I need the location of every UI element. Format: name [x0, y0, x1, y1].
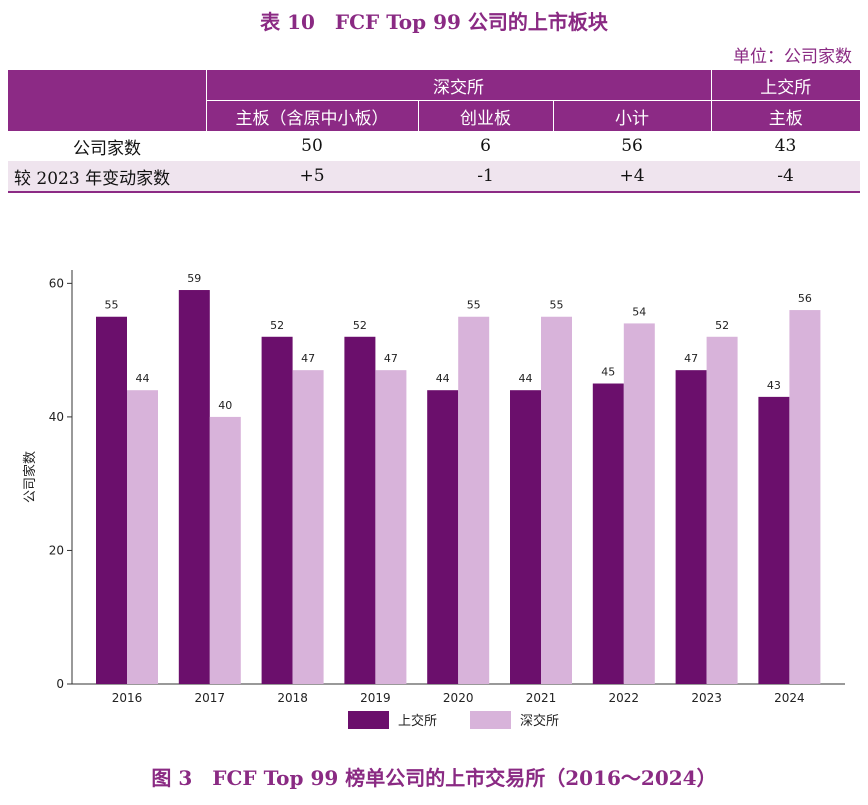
legend-label: 深交所: [520, 713, 559, 729]
header-main-board-szse: 主板（含原中小板）: [205, 100, 418, 131]
table-cell: +4: [553, 161, 712, 193]
bar: [427, 390, 459, 684]
bar-data-label: 52: [270, 319, 284, 332]
row-label: 公司家数: [8, 131, 206, 161]
bar: [96, 316, 127, 684]
y-tick-label: 0: [56, 677, 64, 691]
bar-data-label: 40: [218, 399, 232, 412]
y-tick-label: 40: [49, 410, 64, 424]
bar: [592, 383, 624, 684]
x-tick-label: 2017: [195, 691, 226, 705]
header-subtotal: 小计: [552, 100, 712, 131]
y-tick-label: 20: [49, 543, 64, 557]
x-tick-label: 2020: [443, 691, 474, 705]
table-header-sub-row: 主板（含原中小板） 创业板 小计 主板: [8, 100, 861, 131]
table-cell: +5: [206, 161, 418, 193]
x-tick-label: 2022: [609, 691, 640, 705]
bar-data-label: 55: [550, 299, 564, 312]
y-tick-label: 60: [49, 276, 64, 290]
bar-data-label: 47: [301, 352, 315, 365]
listing-board-table: 深交所 上交所 主板（含原中小板） 创业板 小计 主板 公司家数 50 6 56…: [8, 70, 861, 193]
bar: [375, 370, 407, 684]
bar: [127, 390, 158, 684]
bar: [209, 416, 241, 684]
header-szse: 深交所: [205, 70, 712, 101]
x-tick-label: 2018: [277, 691, 308, 705]
bar: [261, 336, 293, 684]
bar-data-label: 54: [632, 305, 646, 318]
table-cell: 50: [206, 131, 418, 161]
x-tick-label: 2021: [526, 691, 557, 705]
bar-data-label: 47: [384, 352, 398, 365]
bar: [510, 390, 541, 684]
bar-chart: 0 20 40 60 公司家数 55 44 2016 59 40 2017 52 47 2018 52 47 2…: [22, 270, 845, 729]
table-row: 公司家数 50 6 56 43: [8, 131, 861, 161]
bar: [541, 316, 572, 684]
legend-swatch: [470, 711, 511, 729]
bar-data-label: 47: [684, 352, 698, 365]
row-label: 较 2023 年变动家数: [8, 161, 206, 193]
bar-data-label: 56: [798, 292, 812, 305]
table-cell: -4: [711, 161, 861, 193]
header-chinext: 创业板: [417, 100, 553, 131]
bar-data-label: 44: [519, 372, 533, 385]
x-tick-label: 2023: [691, 691, 722, 705]
bar: [458, 316, 490, 684]
y-axis-label: 公司家数: [22, 451, 38, 503]
bar-data-label: 52: [715, 319, 729, 332]
bar: [623, 323, 655, 684]
header-sse: 上交所: [710, 70, 861, 101]
table-unit: 单位：公司家数: [733, 47, 852, 67]
table-row: 较 2023 年变动家数 +5 -1 +4 -4: [8, 161, 861, 193]
x-tick-label: 2016: [112, 691, 143, 705]
x-tick-label: 2024: [774, 691, 805, 705]
table-cell: 43: [711, 131, 861, 161]
table-cell: 56: [553, 131, 712, 161]
table-cell: 6: [418, 131, 553, 161]
bar-data-label: 45: [601, 366, 615, 379]
bar-data-label: 44: [436, 372, 450, 385]
bar-data-label: 55: [105, 299, 119, 312]
bar: [706, 336, 738, 684]
bar-data-label: 55: [467, 299, 481, 312]
bar: [292, 370, 324, 684]
bar: [344, 336, 376, 684]
bar-data-label: 52: [353, 319, 367, 332]
legend-swatch: [348, 711, 389, 729]
table-header-group-row: 深交所 上交所: [8, 70, 861, 101]
bar: [675, 370, 707, 684]
figure-caption: 图 3 FCF Top 99 榜单公司的上市交易所（2016～2024）: [151, 766, 717, 790]
table-title: 表 10 FCF Top 99 公司的上市板块: [260, 10, 608, 34]
legend-label: 上交所: [398, 713, 437, 729]
table-cell: -1: [418, 161, 553, 193]
bar-data-label: 44: [136, 372, 150, 385]
bar: [789, 310, 821, 684]
bar-data-label: 59: [187, 272, 201, 285]
table-corner-cell: [8, 100, 206, 131]
table-corner-cell: [8, 70, 206, 101]
x-tick-label: 2019: [360, 691, 391, 705]
bar: [178, 290, 210, 684]
bar-data-label: 43: [767, 379, 781, 392]
header-main-board-sse: 主板: [710, 100, 861, 131]
bar: [758, 396, 790, 684]
